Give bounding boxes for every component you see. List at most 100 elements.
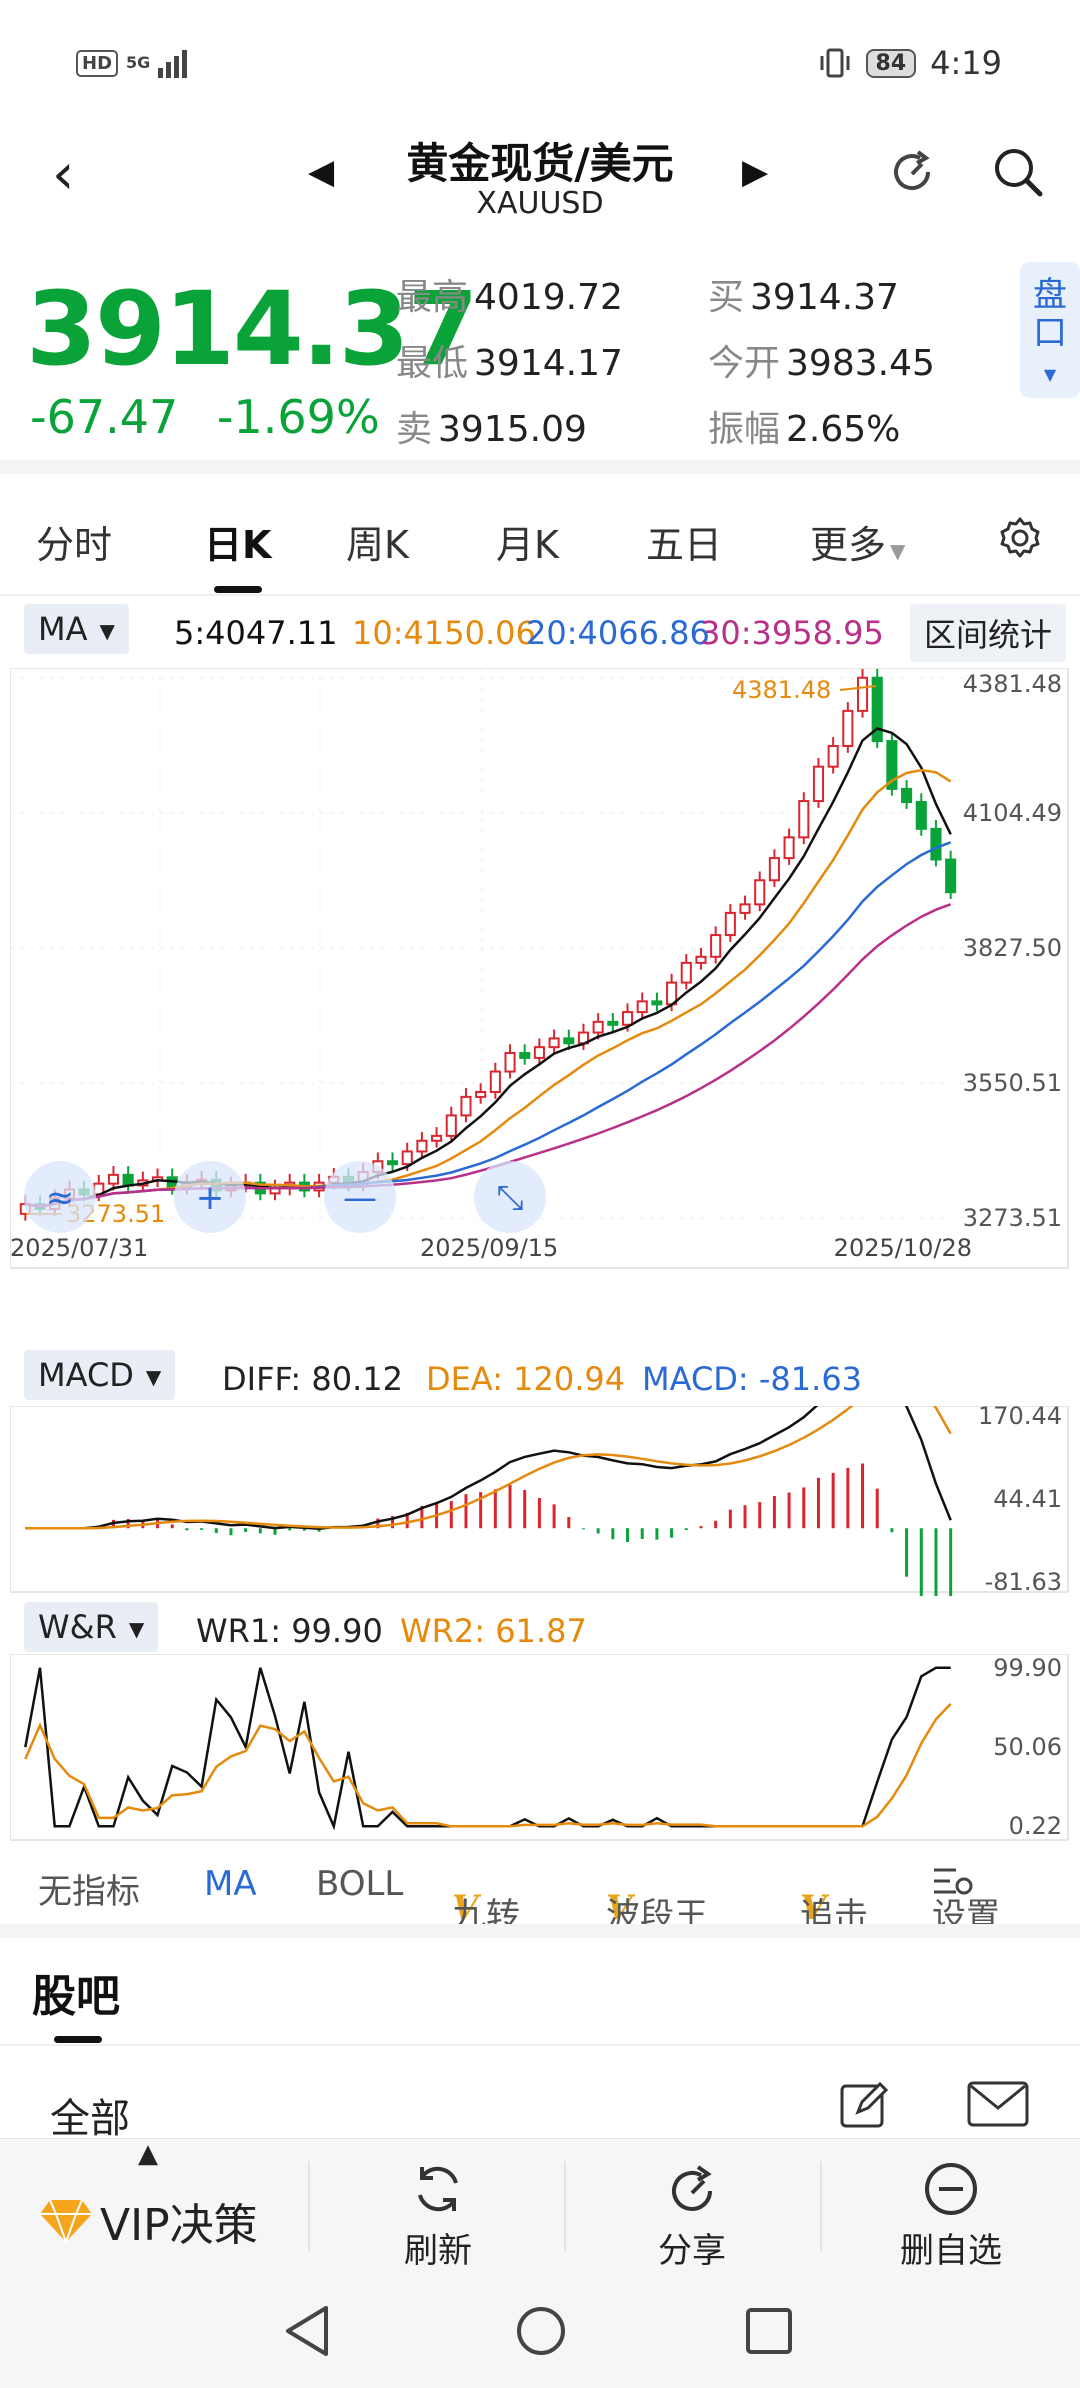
refresh-share-icon[interactable] xyxy=(884,144,940,200)
remove-watchlist-button[interactable]: 删自选 xyxy=(886,2159,1016,2272)
tab-monthly-k[interactable]: 月K xyxy=(496,523,559,567)
candle-body xyxy=(651,1000,663,1006)
amplitude-item: 振幅 2.65% xyxy=(708,409,901,450)
y-tick-label: 4104.49 xyxy=(963,799,1062,827)
wr-chart[interactable]: 99.90 50.06 0.22 xyxy=(9,1653,1070,1844)
nav-recents-icon[interactable] xyxy=(744,2306,794,2356)
filter-all[interactable]: 全部 xyxy=(50,2096,130,2142)
guba-filter-row: 全部 xyxy=(0,2044,1080,2144)
candle-body xyxy=(460,1095,472,1117)
crosshair-icon: + xyxy=(196,1178,225,1218)
y-tick-label: 170.44 xyxy=(978,1406,1062,1430)
indicator-boll[interactable]: BOLL xyxy=(316,1864,404,1904)
guba-title[interactable]: 股吧 xyxy=(32,1971,120,2022)
search-icon[interactable] xyxy=(990,144,1046,200)
candle-body xyxy=(489,1070,501,1094)
macd-value: MACD: -81.63 xyxy=(642,1360,863,1398)
x-tick-label: 2025/09/15 xyxy=(420,1234,558,1262)
candle-body xyxy=(754,879,766,906)
y-tick-label: 99.90 xyxy=(993,1654,1062,1682)
candle-body xyxy=(548,1037,560,1049)
candle-body xyxy=(695,955,707,964)
ma-selector[interactable]: MA ▼ xyxy=(24,604,129,654)
candle-body xyxy=(680,961,692,984)
wr1-value: WR1: 99.90 xyxy=(196,1612,383,1650)
guba-underline xyxy=(54,2036,102,2043)
wr-svg[interactable]: 99.90 50.06 0.22 xyxy=(9,1653,1070,1844)
ma10-value: 10:4150.06 xyxy=(352,614,536,652)
macd-diff: DIFF: 80.12 xyxy=(222,1360,403,1398)
quote-panel: 3914.37 -67.47 -1.69% 最高 4019.72 最低 3914.1… xyxy=(0,250,1080,470)
x-tick-label: 2025/07/31 xyxy=(10,1234,148,1262)
nav-back-icon[interactable] xyxy=(282,2304,332,2358)
kline-chart[interactable]: 4381.48 4104.49 3827.50 3550.51 3273.51 4381.… xyxy=(9,667,1070,1346)
kline-svg[interactable]: 4381.48 4104.49 3827.50 3550.51 3273.51 4381.… xyxy=(9,667,1070,1346)
caret-down-icon: ▼ xyxy=(99,619,115,643)
macd-legend-row: MACD ▼ DIFF: 80.12 DEA: 120.94 MACD: -81.… xyxy=(0,1350,1080,1406)
candle-body xyxy=(445,1114,457,1137)
candle-body xyxy=(768,857,780,882)
prev-symbol-icon[interactable]: ◀ xyxy=(308,152,335,192)
bid-item: 买 3914.37 xyxy=(708,277,899,318)
macd-dea: DEA: 120.94 xyxy=(426,1360,626,1398)
range-stats-button[interactable]: 区间统计 xyxy=(909,604,1066,662)
pankou-label: 盘口 xyxy=(1033,275,1067,353)
tab-weekly-k[interactable]: 周K xyxy=(346,523,409,567)
y-tick-label: -81.63 xyxy=(985,1568,1062,1596)
candle-body xyxy=(416,1139,428,1153)
open-item: 今开 3983.45 xyxy=(708,343,935,384)
nav-home-icon[interactable] xyxy=(514,2304,568,2358)
diamond-icon xyxy=(40,2199,92,2244)
separator xyxy=(308,2161,310,2251)
settings-list-icon xyxy=(934,1868,973,1895)
diff-line xyxy=(25,1363,952,1531)
divider xyxy=(0,1924,1080,1938)
share-button[interactable]: 分享 xyxy=(632,2159,752,2272)
indicator-settings[interactable]: 设置 xyxy=(924,1864,1000,1936)
gear-icon[interactable] xyxy=(998,516,1042,560)
ma20-value: 20:4066.86 xyxy=(526,614,710,652)
wr2-value: WR2: 61.87 xyxy=(400,1612,587,1650)
caret-up-icon[interactable]: ▲ xyxy=(138,2139,158,2169)
next-symbol-icon[interactable]: ▶ xyxy=(742,152,769,192)
price-change: -67.47 -1.69% xyxy=(30,390,380,444)
candle-body xyxy=(783,836,795,860)
ma30-value: 30:3958.95 xyxy=(700,614,884,652)
macd-selector[interactable]: MACD ▼ xyxy=(24,1350,176,1400)
bottom-action-bar: ▲ VIP决策 刷新 分享 删自选 xyxy=(0,2138,1080,2271)
ma10-line xyxy=(25,768,952,1208)
edit-icon[interactable] xyxy=(836,2076,892,2132)
candle-body xyxy=(107,1173,120,1185)
mail-icon[interactable] xyxy=(966,2080,1030,2128)
minus-circle-icon xyxy=(925,2163,977,2215)
candle-body xyxy=(856,676,869,712)
back-icon[interactable]: ‹ xyxy=(52,142,75,207)
chart-frame xyxy=(9,1653,1069,1841)
refresh-button[interactable]: 刷新 xyxy=(378,2159,498,2272)
candle-body xyxy=(724,911,736,937)
x-tick-label: 2025/10/28 xyxy=(834,1234,972,1262)
tab-daily-k[interactable]: 日K xyxy=(204,523,272,567)
symbol-code: XAUUSD xyxy=(476,186,604,221)
tab-more[interactable]: 更多 ▼ xyxy=(810,523,906,567)
vibrate-icon xyxy=(820,48,850,78)
pankou-button[interactable]: 盘口 ▼ xyxy=(1020,262,1080,398)
divider xyxy=(0,460,1080,474)
macd-chart[interactable]: 170.44 44.41 -81.63 xyxy=(9,1363,1070,1702)
status-bar: HD 5G 84 4:19 xyxy=(0,0,1080,130)
tab-intraday[interactable]: 分时 xyxy=(36,523,113,567)
indicator-ma[interactable]: MA xyxy=(204,1864,257,1904)
indicator-none[interactable]: 无指标 xyxy=(38,1872,140,1912)
candle-body xyxy=(431,1134,443,1142)
macd-svg[interactable]: 170.44 44.41 -81.63 xyxy=(9,1363,1070,1702)
refresh-icon xyxy=(418,2166,458,2212)
tab-five-day[interactable]: 五日 xyxy=(646,523,723,567)
y-tick-label: 44.41 xyxy=(993,1485,1062,1513)
candle-body xyxy=(475,1091,487,1098)
candle-body xyxy=(871,676,883,743)
vip-button[interactable]: VIP决策 xyxy=(40,2189,258,2253)
indicator-tabs: 无指标 MA BOLL V 九转 V 波段王 V 追击 设置 xyxy=(38,1864,1000,1936)
clock: 4:19 xyxy=(930,44,1002,82)
divider xyxy=(0,594,1080,596)
wr-selector[interactable]: W&R ▼ xyxy=(24,1602,159,1652)
